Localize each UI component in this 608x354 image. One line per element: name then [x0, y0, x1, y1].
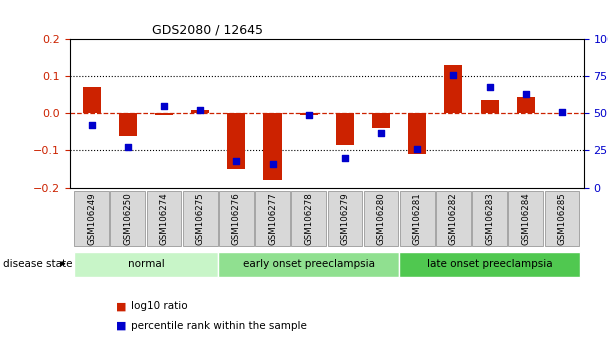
Bar — [155, 113, 173, 115]
Text: GDS2080 / 12645: GDS2080 / 12645 — [152, 23, 263, 36]
FancyBboxPatch shape — [111, 191, 145, 246]
FancyBboxPatch shape — [219, 191, 254, 246]
Point — [159, 103, 169, 109]
Point — [195, 108, 205, 113]
FancyBboxPatch shape — [399, 252, 580, 276]
Bar — [227, 113, 246, 169]
Point — [268, 161, 277, 167]
FancyBboxPatch shape — [364, 191, 398, 246]
Text: GSM106276: GSM106276 — [232, 192, 241, 245]
Text: GSM106280: GSM106280 — [376, 192, 385, 245]
Bar — [191, 110, 209, 113]
Text: late onset preeclampsia: late onset preeclampsia — [427, 259, 553, 269]
Point — [521, 91, 531, 97]
Bar — [372, 113, 390, 128]
Text: GSM106249: GSM106249 — [87, 192, 96, 245]
FancyBboxPatch shape — [400, 191, 435, 246]
Text: GSM106281: GSM106281 — [413, 192, 422, 245]
FancyBboxPatch shape — [508, 191, 543, 246]
Text: log10 ratio: log10 ratio — [131, 301, 187, 311]
Text: GSM106274: GSM106274 — [159, 192, 168, 245]
Point — [304, 112, 314, 118]
Bar — [480, 100, 499, 113]
Text: GSM106282: GSM106282 — [449, 192, 458, 245]
Text: normal: normal — [128, 259, 164, 269]
FancyBboxPatch shape — [74, 252, 218, 276]
Bar — [408, 113, 426, 154]
Point — [449, 72, 458, 78]
Point — [557, 109, 567, 115]
FancyBboxPatch shape — [74, 191, 109, 246]
Point — [340, 155, 350, 161]
FancyBboxPatch shape — [147, 191, 181, 246]
Text: GSM106278: GSM106278 — [304, 192, 313, 245]
Text: GSM106285: GSM106285 — [558, 192, 567, 245]
Text: GSM106250: GSM106250 — [123, 192, 133, 245]
Text: ■: ■ — [116, 301, 126, 311]
FancyBboxPatch shape — [255, 191, 290, 246]
Text: percentile rank within the sample: percentile rank within the sample — [131, 321, 306, 331]
FancyBboxPatch shape — [218, 252, 399, 276]
Text: GSM106283: GSM106283 — [485, 192, 494, 245]
FancyBboxPatch shape — [545, 191, 579, 246]
Point — [485, 84, 494, 89]
FancyBboxPatch shape — [291, 191, 326, 246]
Bar — [83, 87, 101, 113]
Point — [412, 146, 422, 152]
Point — [376, 130, 386, 136]
Text: GSM106277: GSM106277 — [268, 192, 277, 245]
Point — [87, 122, 97, 128]
Point — [232, 158, 241, 164]
FancyBboxPatch shape — [472, 191, 507, 246]
Text: GSM106284: GSM106284 — [521, 192, 530, 245]
Bar — [517, 97, 535, 113]
Text: GSM106279: GSM106279 — [340, 192, 350, 245]
Text: ■: ■ — [116, 321, 126, 331]
FancyBboxPatch shape — [183, 191, 218, 246]
FancyBboxPatch shape — [328, 191, 362, 246]
Text: GSM106275: GSM106275 — [196, 192, 205, 245]
Bar — [263, 113, 282, 180]
Point — [123, 145, 133, 150]
Bar — [336, 113, 354, 145]
FancyBboxPatch shape — [436, 191, 471, 246]
Bar — [444, 65, 463, 113]
Text: disease state: disease state — [3, 259, 72, 269]
Bar — [119, 113, 137, 136]
Text: early onset preeclampsia: early onset preeclampsia — [243, 259, 375, 269]
Bar — [300, 113, 318, 115]
